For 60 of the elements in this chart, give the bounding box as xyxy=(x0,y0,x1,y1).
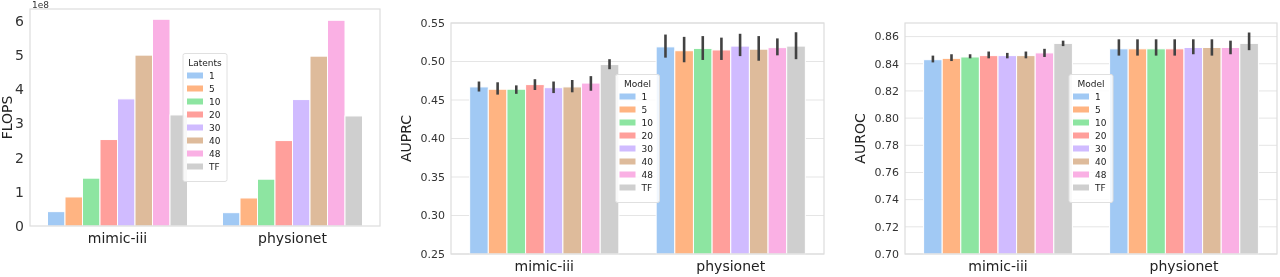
x-tick-label: physionet xyxy=(696,258,766,274)
y-axis-title: AUROC xyxy=(852,113,868,164)
legend-label: 20 xyxy=(1095,130,1107,141)
legend-label: 30 xyxy=(1095,143,1107,154)
y-tick-label: 0 xyxy=(15,217,24,234)
y-axis-title: AUPRC xyxy=(398,114,414,163)
y-tick-label: 3 xyxy=(15,115,24,132)
legend-title: Latents xyxy=(188,57,223,68)
legend-label: TF xyxy=(1094,182,1106,193)
y-tick-label: 0.86 xyxy=(874,30,899,44)
legend-label: TF xyxy=(208,161,220,172)
legend-label: 48 xyxy=(641,169,654,180)
y-tick-label: 2 xyxy=(15,149,24,166)
y-tick-label: 0.82 xyxy=(874,84,899,98)
legend-label: 40 xyxy=(209,135,221,146)
legend-label: 5 xyxy=(209,83,215,94)
legend-label: 10 xyxy=(209,96,221,107)
legend-label: TF xyxy=(640,182,653,193)
legend-label: 30 xyxy=(641,143,654,154)
y-axis-title: FLOPS xyxy=(0,95,15,140)
y-tick-label: 0.80 xyxy=(874,111,899,125)
y-tick-label: 0.84 xyxy=(874,57,899,71)
y-tick-label: 0.74 xyxy=(874,193,899,207)
y-tick-label: 0.25 xyxy=(420,247,445,261)
y-tick-label: 4 xyxy=(15,81,25,98)
legend-label: 30 xyxy=(209,122,221,133)
y-tick-label: 0.45 xyxy=(420,93,445,107)
y-tick-label: 0.70 xyxy=(874,247,899,261)
y-tick-label: 0.72 xyxy=(874,220,899,234)
legend-label: 20 xyxy=(641,130,654,141)
x-tick-label: mimic-iii xyxy=(514,258,574,274)
x-tick-label: mimic-iii xyxy=(968,258,1028,274)
x-tick-label: physionet xyxy=(1149,258,1219,274)
y-tick-label: 0.40 xyxy=(420,132,445,146)
legend-label: 1 xyxy=(209,70,215,81)
legend-label: 48 xyxy=(209,148,221,159)
y-tick-label: 6 xyxy=(15,12,25,29)
y-tick-label: 0.76 xyxy=(874,166,899,180)
legend-label: 20 xyxy=(209,109,221,120)
legend-label: 5 xyxy=(1095,104,1101,115)
legend-label: 48 xyxy=(1095,169,1107,180)
legend-label: 40 xyxy=(1095,156,1107,167)
y-tick-label: 0.35 xyxy=(420,170,445,184)
legend-label: 1 xyxy=(1095,91,1101,102)
y-tick-label: 0.50 xyxy=(420,55,445,69)
legend-title: Model xyxy=(623,78,652,89)
y-tick-label: 5 xyxy=(15,47,24,64)
legend-label: 10 xyxy=(641,117,654,128)
legend-label: 5 xyxy=(641,104,648,115)
y-tick-label: 0.30 xyxy=(420,209,445,223)
legend-label: 40 xyxy=(641,156,654,167)
y-tick-label: 1 xyxy=(15,183,24,200)
x-tick-label: mimic-iii xyxy=(87,230,148,246)
legend-title: Model xyxy=(1077,78,1105,89)
y-tick-label: 0.55 xyxy=(420,16,445,30)
x-tick-label: physionet xyxy=(258,230,328,246)
y-tick-label: 0.78 xyxy=(874,139,899,153)
legend-label: 10 xyxy=(1095,117,1107,128)
annotation: 1e8 xyxy=(32,0,50,10)
legend-label: 1 xyxy=(641,91,648,102)
